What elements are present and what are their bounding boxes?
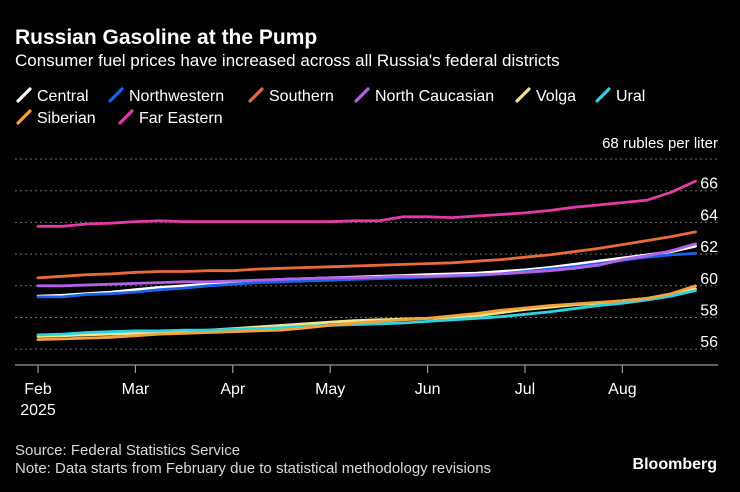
legend-label-ural: Ural	[616, 88, 645, 105]
chart-title: Russian Gasoline at the Pump	[15, 26, 318, 49]
x-tick-label-jul: Jul	[515, 381, 535, 398]
x-tick-label-aug: Aug	[608, 381, 636, 398]
legend-swatch-southern	[248, 87, 264, 103]
legend-swatch-ural	[595, 87, 611, 103]
series-line-southern	[36, 230, 697, 280]
chart-subtitle: Consumer fuel prices have increased acro…	[15, 51, 560, 70]
x-tick-label-apr: Apr	[220, 381, 246, 398]
x-tick-label-may: May	[315, 381, 345, 398]
series-line-north-caucasian	[36, 242, 697, 288]
y-axis-ticks: 56 58 60 62 64 66	[700, 176, 718, 351]
legend: Central Northwestern Southern North Caucasi…	[16, 87, 645, 127]
y-tick-label-58: 58	[700, 302, 718, 319]
x-axis: Feb 2025 Mar Apr May Jun Jul Aug	[15, 364, 718, 419]
legend-swatch-northwestern	[108, 87, 124, 103]
series-line-siberian	[36, 284, 697, 342]
legend-label-north-caucasian: North Caucasian	[375, 88, 494, 105]
y-tick-label-66: 66	[700, 176, 718, 193]
legend-swatch-central	[16, 87, 32, 103]
legend-swatch-far-eastern	[118, 109, 134, 125]
series-line-ural	[36, 289, 697, 337]
y-tick-label-64: 64	[700, 207, 718, 224]
x-tick-label-jun: Jun	[415, 381, 441, 398]
series-line-northwestern	[36, 251, 697, 299]
gridlines	[15, 158, 718, 350]
x-tick-sublabel-year: 2025	[20, 402, 56, 419]
y-tick-label-62: 62	[700, 239, 718, 256]
methodology-note: Note: Data starts from February due to s…	[15, 460, 492, 477]
legend-label-far-eastern: Far Eastern	[139, 110, 223, 127]
legend-label-southern: Southern	[269, 88, 334, 105]
legend-label-siberian: Siberian	[37, 110, 96, 127]
x-tick-label-mar: Mar	[122, 381, 150, 398]
line-chart: Central Northwestern Southern North Caucasi…	[15, 87, 718, 419]
y-tick-label-60: 60	[700, 271, 718, 288]
legend-label-northwestern: Northwestern	[129, 88, 224, 105]
x-tick-label-feb: Feb	[24, 381, 52, 398]
y-axis-label: 68 rubles per liter	[602, 135, 718, 152]
series-lines	[36, 179, 697, 342]
legend-label-volga: Volga	[536, 88, 576, 105]
legend-swatch-siberian	[16, 109, 32, 125]
legend-swatch-north-caucasian	[354, 87, 370, 103]
legend-label-central: Central	[37, 88, 89, 105]
y-tick-label-56: 56	[700, 334, 718, 351]
legend-swatch-volga	[515, 87, 531, 103]
series-line-far-eastern	[36, 179, 697, 228]
bloomberg-logo: Bloomberg	[632, 456, 717, 473]
series-line-volga	[36, 287, 697, 338]
source-note: Source: Federal Statistics Service	[15, 442, 241, 459]
